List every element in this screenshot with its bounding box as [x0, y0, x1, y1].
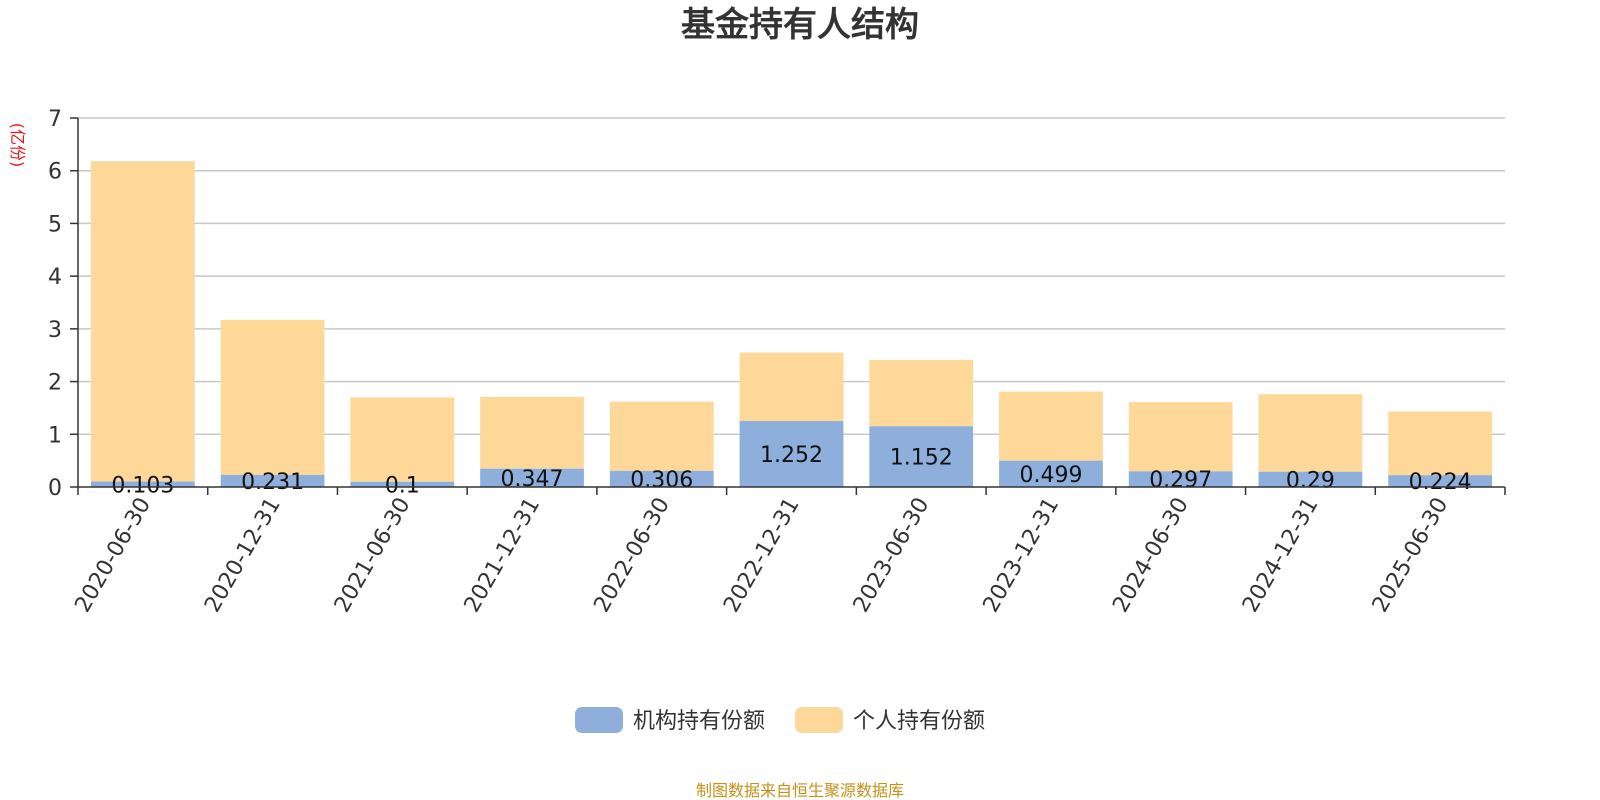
- y-tick-label: 5: [48, 212, 62, 237]
- bar-value-label: 0.347: [501, 467, 564, 492]
- x-tick-label: 2021-12-31: [460, 494, 546, 617]
- bar-value-label: 1.252: [760, 443, 823, 468]
- x-tick-label: 2021-06-30: [330, 494, 416, 617]
- bar-individual-2020-12-31: [220, 319, 325, 475]
- x-axis: 2020-06-30 2020-12-31 2021-06-30 2021-12-31…: [70, 486, 1506, 617]
- bar-institution-2020-12-31: [220, 474, 325, 487]
- bar-individual-2022-12-31: [739, 352, 844, 422]
- bar-institution-2021-06-30: [350, 481, 455, 487]
- bar-individual-2024-12-31: [1258, 394, 1363, 472]
- x-tick-label: 2025-06-30: [1368, 494, 1454, 617]
- legend-swatch: [795, 707, 843, 733]
- bar-individual-2021-06-30: [350, 397, 455, 482]
- bar-individual-2023-12-31: [999, 391, 1103, 461]
- y-axis-unit: (亿份): [8, 123, 27, 168]
- bar-value-label: 0.499: [1019, 463, 1082, 488]
- bar-individual-2021-12-31: [480, 396, 584, 469]
- x-tick-label: 2024-06-30: [1108, 494, 1194, 617]
- bar-institution-2023-06-30: [869, 426, 974, 487]
- bar-individual-2023-06-30: [869, 359, 974, 427]
- bar-institution-2022-12-31: [739, 421, 844, 487]
- bar-institution-2024-06-30: [1128, 471, 1233, 487]
- bar-institution-2025-06-30: [1388, 475, 1493, 487]
- x-tick-label: 2022-06-30: [589, 494, 675, 617]
- y-tick-label: 3: [48, 318, 62, 343]
- legend-label: 个人持有份额: [853, 709, 985, 734]
- chart-title: 基金持有人结构: [681, 5, 919, 45]
- x-tick-label: 2022-12-31: [719, 494, 805, 617]
- legend-label: 机构持有份额: [633, 709, 765, 734]
- bar-individual-2025-06-30: [1388, 411, 1493, 476]
- bar-institution-2021-12-31: [480, 468, 584, 487]
- legend: 机构持有份额 个人持有份额: [575, 707, 985, 734]
- legend-swatch: [575, 707, 623, 733]
- data-source-note: 制图数据来自恒生聚源数据库: [696, 781, 904, 800]
- bar-value-label: 0.297: [1149, 468, 1212, 493]
- x-tick-label: 2023-12-31: [979, 494, 1065, 617]
- bar-institution-2023-12-31: [999, 460, 1103, 487]
- y-tick-label: 7: [48, 107, 62, 132]
- bar-value-label: 0.29: [1286, 468, 1335, 493]
- bar-labels: 0.103 0.231 0.1 0.347 0.306 1.252 1.152 0.499 0.…: [111, 443, 1471, 498]
- bar-individual-2020-06-30: [90, 161, 195, 482]
- y-tick-label: 1: [48, 423, 62, 448]
- bar-value-label: 0.231: [241, 470, 304, 495]
- bar-value-label: 1.152: [890, 446, 953, 471]
- y-tick-label: 2: [48, 371, 62, 396]
- y-tick-label: 6: [48, 160, 62, 185]
- x-tick-label: 2020-12-31: [200, 494, 286, 617]
- bar-individual-2024-06-30: [1128, 402, 1233, 472]
- bars: [90, 161, 1493, 487]
- bar-value-label: 0.1: [385, 473, 420, 498]
- y-axis: 0 1 2 3 4 5 6 7: [48, 107, 79, 501]
- x-tick-label: 2024-12-31: [1238, 494, 1324, 617]
- bar-value-label: 0.224: [1409, 470, 1472, 495]
- bar-individual-2022-06-30: [609, 401, 714, 471]
- bar-institution-2022-06-30: [609, 470, 714, 487]
- x-tick-label: 2020-06-30: [70, 494, 156, 617]
- y-tick-label: 4: [48, 265, 62, 290]
- bar-institution-2024-12-31: [1258, 471, 1363, 487]
- bar-institution-2020-06-30: [90, 481, 195, 487]
- bar-value-label: 0.103: [111, 473, 174, 498]
- x-tick-label: 2023-06-30: [849, 494, 935, 617]
- y-tick-label: 0: [48, 476, 62, 501]
- bar-value-label: 0.306: [630, 468, 693, 493]
